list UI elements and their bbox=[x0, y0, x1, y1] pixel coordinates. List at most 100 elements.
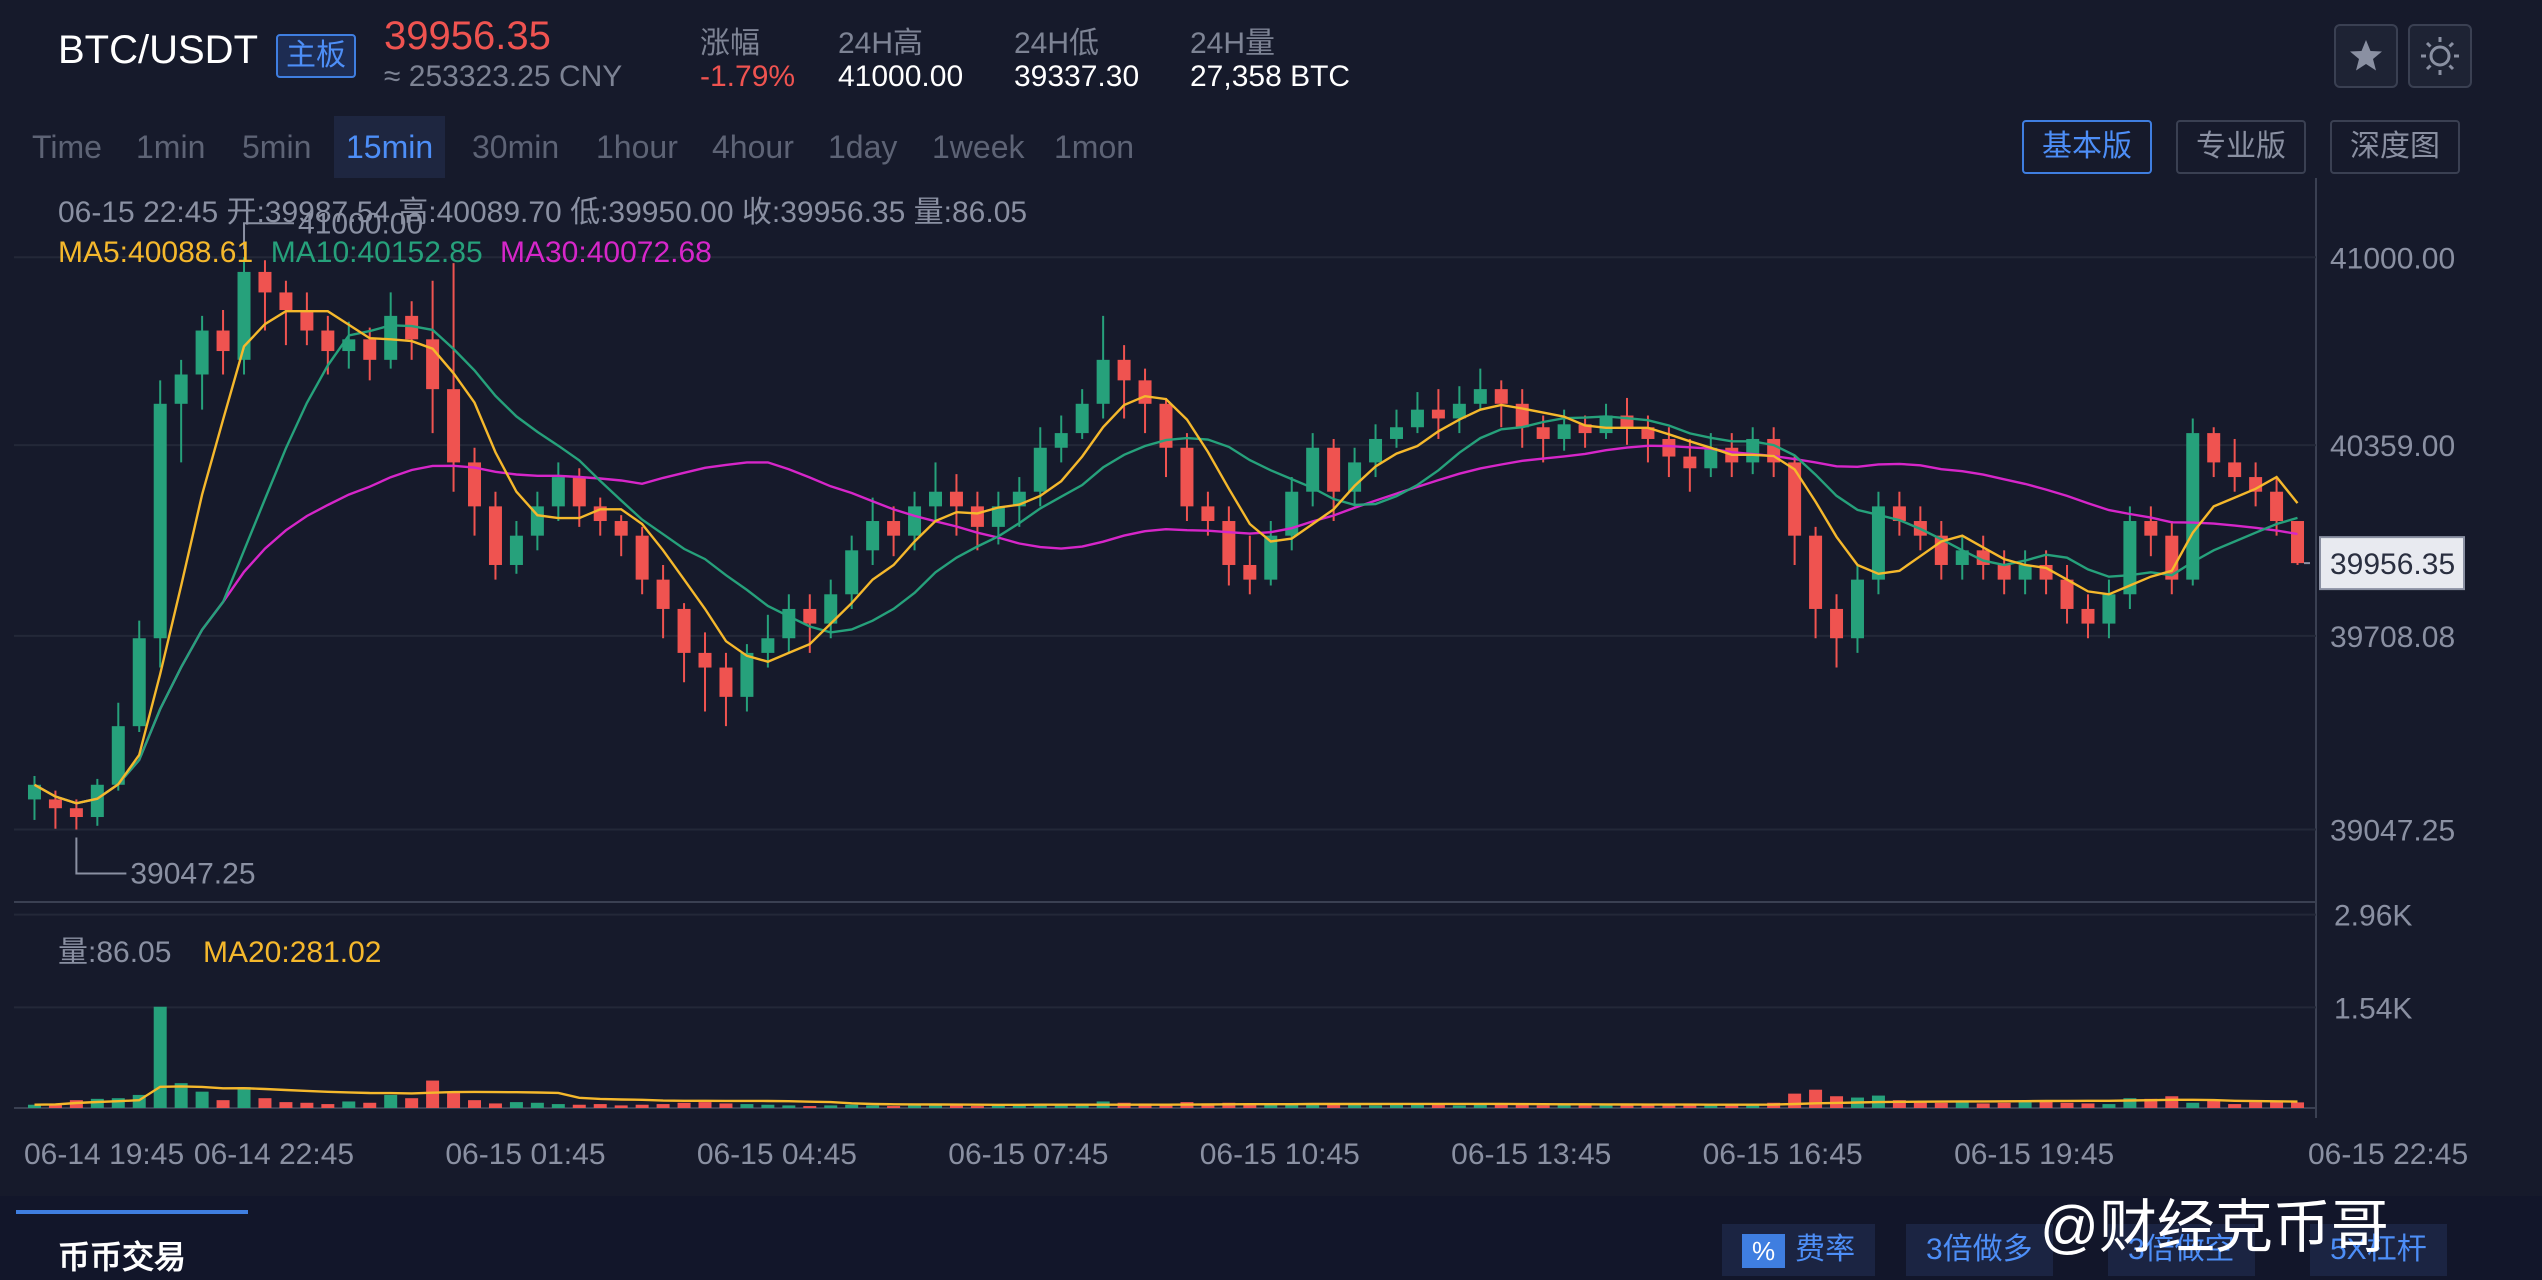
volume-bar bbox=[2144, 1098, 2158, 1108]
long-3x-button[interactable]: 3倍做多 bbox=[1906, 1224, 2053, 1276]
volume-bar bbox=[1725, 1104, 1739, 1108]
candle-down bbox=[803, 608, 817, 624]
volume-bar bbox=[1389, 1104, 1403, 1108]
candle-down bbox=[656, 579, 670, 609]
basic-version-button[interactable]: 基本版 bbox=[2022, 120, 2152, 174]
volume-bar bbox=[530, 1102, 544, 1108]
candle-up bbox=[1871, 506, 1885, 580]
volume-bar bbox=[1054, 1104, 1068, 1108]
candle-up bbox=[1306, 447, 1320, 492]
tf-time[interactable]: Time bbox=[32, 129, 102, 165]
stat-change-value: -1.79% bbox=[700, 60, 796, 93]
volume-bar bbox=[1494, 1104, 1508, 1108]
candle-up bbox=[111, 726, 125, 785]
volume-bar bbox=[1934, 1102, 1948, 1108]
favorite-button[interactable] bbox=[2334, 24, 2398, 88]
candle-down bbox=[1431, 409, 1445, 419]
volume-bar bbox=[1578, 1104, 1592, 1108]
current-price-label: 39956.35 bbox=[2330, 548, 2455, 581]
candle-down bbox=[1830, 608, 1844, 639]
volume-bar bbox=[1683, 1104, 1697, 1108]
tf-4hour[interactable]: 4hour bbox=[712, 129, 794, 165]
tf-1mon[interactable]: 1mon bbox=[1054, 129, 1135, 165]
timeframe-bar: Time 1min 5min 15min 30min 1hour 4hour 1… bbox=[0, 116, 2542, 178]
volume-bar bbox=[279, 1102, 293, 1108]
candle-down bbox=[488, 506, 502, 565]
candle-up bbox=[1746, 438, 1760, 463]
candle-down bbox=[2060, 579, 2074, 609]
pair-title[interactable]: BTC/USDT bbox=[58, 28, 258, 72]
candle-down bbox=[1138, 380, 1152, 404]
candle-down bbox=[321, 330, 335, 352]
volume-bar bbox=[1809, 1089, 1823, 1108]
candle-up bbox=[551, 477, 565, 507]
spot-trading-tab[interactable]: 币币交易 bbox=[58, 1239, 187, 1275]
candle-up bbox=[153, 403, 167, 639]
volume-bar bbox=[1599, 1104, 1613, 1108]
last-price: 39956.35 bbox=[384, 14, 551, 58]
candle-down bbox=[1683, 456, 1697, 469]
volume-bar bbox=[908, 1105, 922, 1108]
volume-bar bbox=[1012, 1104, 1026, 1108]
ma-legend-item-0: MA5:40088.61 bbox=[58, 236, 253, 269]
volume-bar bbox=[1704, 1105, 1718, 1108]
kline-chart[interactable]: 41000.00 40359.00 39708.08 39047.25 2.96K 1.5… bbox=[0, 178, 2542, 1196]
fee-rate-button[interactable]: % 费率 bbox=[1722, 1224, 1876, 1276]
candle-up bbox=[342, 339, 356, 352]
tf-1week[interactable]: 1week bbox=[932, 129, 1025, 165]
x-axis-tick-label: 06-15 22:45 bbox=[2308, 1138, 2468, 1171]
x-axis-tick-label: 06-15 16:45 bbox=[1703, 1138, 1863, 1171]
volume-legend-item-0: 量:86.05 bbox=[58, 936, 171, 969]
x-axis-tick-label: 06-15 07:45 bbox=[948, 1138, 1108, 1171]
volume-bar bbox=[1033, 1104, 1047, 1108]
volume-bar bbox=[761, 1104, 775, 1108]
high-marker-label: 41000.00 bbox=[298, 207, 423, 240]
x-axis-tick-label: 06-15 13:45 bbox=[1451, 1138, 1611, 1171]
volume-bar bbox=[488, 1103, 502, 1108]
tf-5min[interactable]: 5min bbox=[242, 129, 312, 165]
volume-bar bbox=[614, 1105, 628, 1108]
candle-up bbox=[991, 506, 1005, 527]
candle-up bbox=[908, 506, 922, 536]
depth-chart-button[interactable]: 深度图 bbox=[2330, 120, 2460, 174]
volume-bar bbox=[321, 1104, 335, 1108]
volume-bar bbox=[1264, 1104, 1278, 1108]
tf-1hour[interactable]: 1hour bbox=[596, 129, 678, 165]
ma-legend-item-1: MA10:40152.85 bbox=[271, 236, 483, 269]
volume-bar bbox=[1913, 1101, 1927, 1108]
tf-15min[interactable]: 15min bbox=[334, 116, 446, 178]
stat-high-value: 41000.00 bbox=[838, 60, 964, 93]
board-badge: 主板 bbox=[276, 34, 356, 78]
low-marker-line bbox=[75, 837, 127, 875]
theme-toggle-button[interactable] bbox=[2408, 24, 2472, 88]
stat-volume-label: 24H量 bbox=[1190, 27, 1276, 60]
candle-down bbox=[2144, 521, 2158, 536]
tf-1min[interactable]: 1min bbox=[136, 129, 206, 165]
volume-bar bbox=[1075, 1104, 1089, 1108]
candle-down bbox=[1997, 564, 2011, 580]
percent-icon: % bbox=[1742, 1234, 1786, 1269]
market-header: BTC/USDT 主板 39956.35 ≈ 253323.25 CNY 涨幅 … bbox=[0, 0, 2542, 112]
volume-bar bbox=[698, 1102, 712, 1108]
short-3x-button[interactable]: 3倍做空 bbox=[2108, 1224, 2255, 1276]
volume-bar bbox=[1327, 1104, 1341, 1108]
candle-up bbox=[761, 638, 775, 653]
candle-up bbox=[782, 608, 796, 639]
stat-volume-value: 27,358 BTC bbox=[1190, 60, 1351, 93]
cny-price: ≈ 253323.25 CNY bbox=[384, 60, 623, 93]
candle-down bbox=[1536, 427, 1550, 439]
pro-version-button[interactable]: 专业版 bbox=[2176, 120, 2306, 174]
volume-bar bbox=[1473, 1104, 1487, 1108]
tf-30min[interactable]: 30min bbox=[472, 129, 560, 165]
candle-up bbox=[27, 784, 41, 800]
leverage-5x-button[interactable]: 5X杠杆 bbox=[2310, 1224, 2447, 1276]
volume-bar bbox=[2102, 1104, 2116, 1108]
candle-up bbox=[2018, 564, 2032, 580]
volume-bar bbox=[782, 1105, 796, 1108]
volume-bar bbox=[2249, 1102, 2263, 1108]
candle-down bbox=[2270, 491, 2284, 522]
tf-1day[interactable]: 1day bbox=[828, 129, 898, 165]
star-icon bbox=[2350, 40, 2382, 71]
volume-bar bbox=[174, 1083, 188, 1108]
stat-low-value: 39337.30 bbox=[1014, 60, 1140, 93]
